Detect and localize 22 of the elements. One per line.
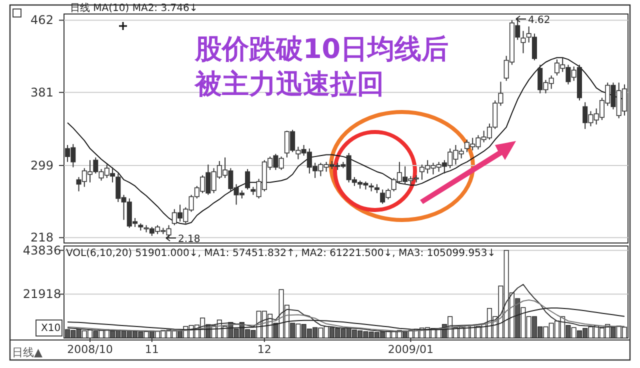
line-series xyxy=(67,308,625,330)
y-tick-label: 218 xyxy=(30,230,54,245)
x-tick-label: 12 xyxy=(257,343,272,356)
annotation: 2.18 xyxy=(178,234,200,245)
y-tick-label: 299 xyxy=(30,158,54,172)
annotation: 股价跌破10日均线后 xyxy=(194,34,449,65)
annotation: 4.62 xyxy=(528,15,550,26)
y-tick-label: 462 xyxy=(30,13,54,28)
text: 日线▲ xyxy=(12,346,43,359)
x-tick-label: 11 xyxy=(144,343,159,356)
annotation: 被主力迅速拉回 xyxy=(194,69,384,100)
y-tick-label: 21918 xyxy=(22,287,62,302)
x-tick-label: 2008/10 xyxy=(67,343,113,356)
line-series xyxy=(67,300,625,332)
candlestick xyxy=(520,30,526,54)
annotation: 日线 MA(10) MA2: 3.746↓ xyxy=(70,2,198,14)
y-tick-label: 43836 xyxy=(22,243,62,258)
candlestick xyxy=(245,168,250,190)
y-tick-label: 381 xyxy=(30,85,54,100)
annotation: VOL(6,10,20) 51901.000↓, MA1: 57451.832↑, MA2: 61221.500↓, MA3: 105099.953↓ xyxy=(66,248,496,259)
x-tick-label: 2009/01 xyxy=(388,343,434,356)
text: X10 xyxy=(41,323,61,334)
